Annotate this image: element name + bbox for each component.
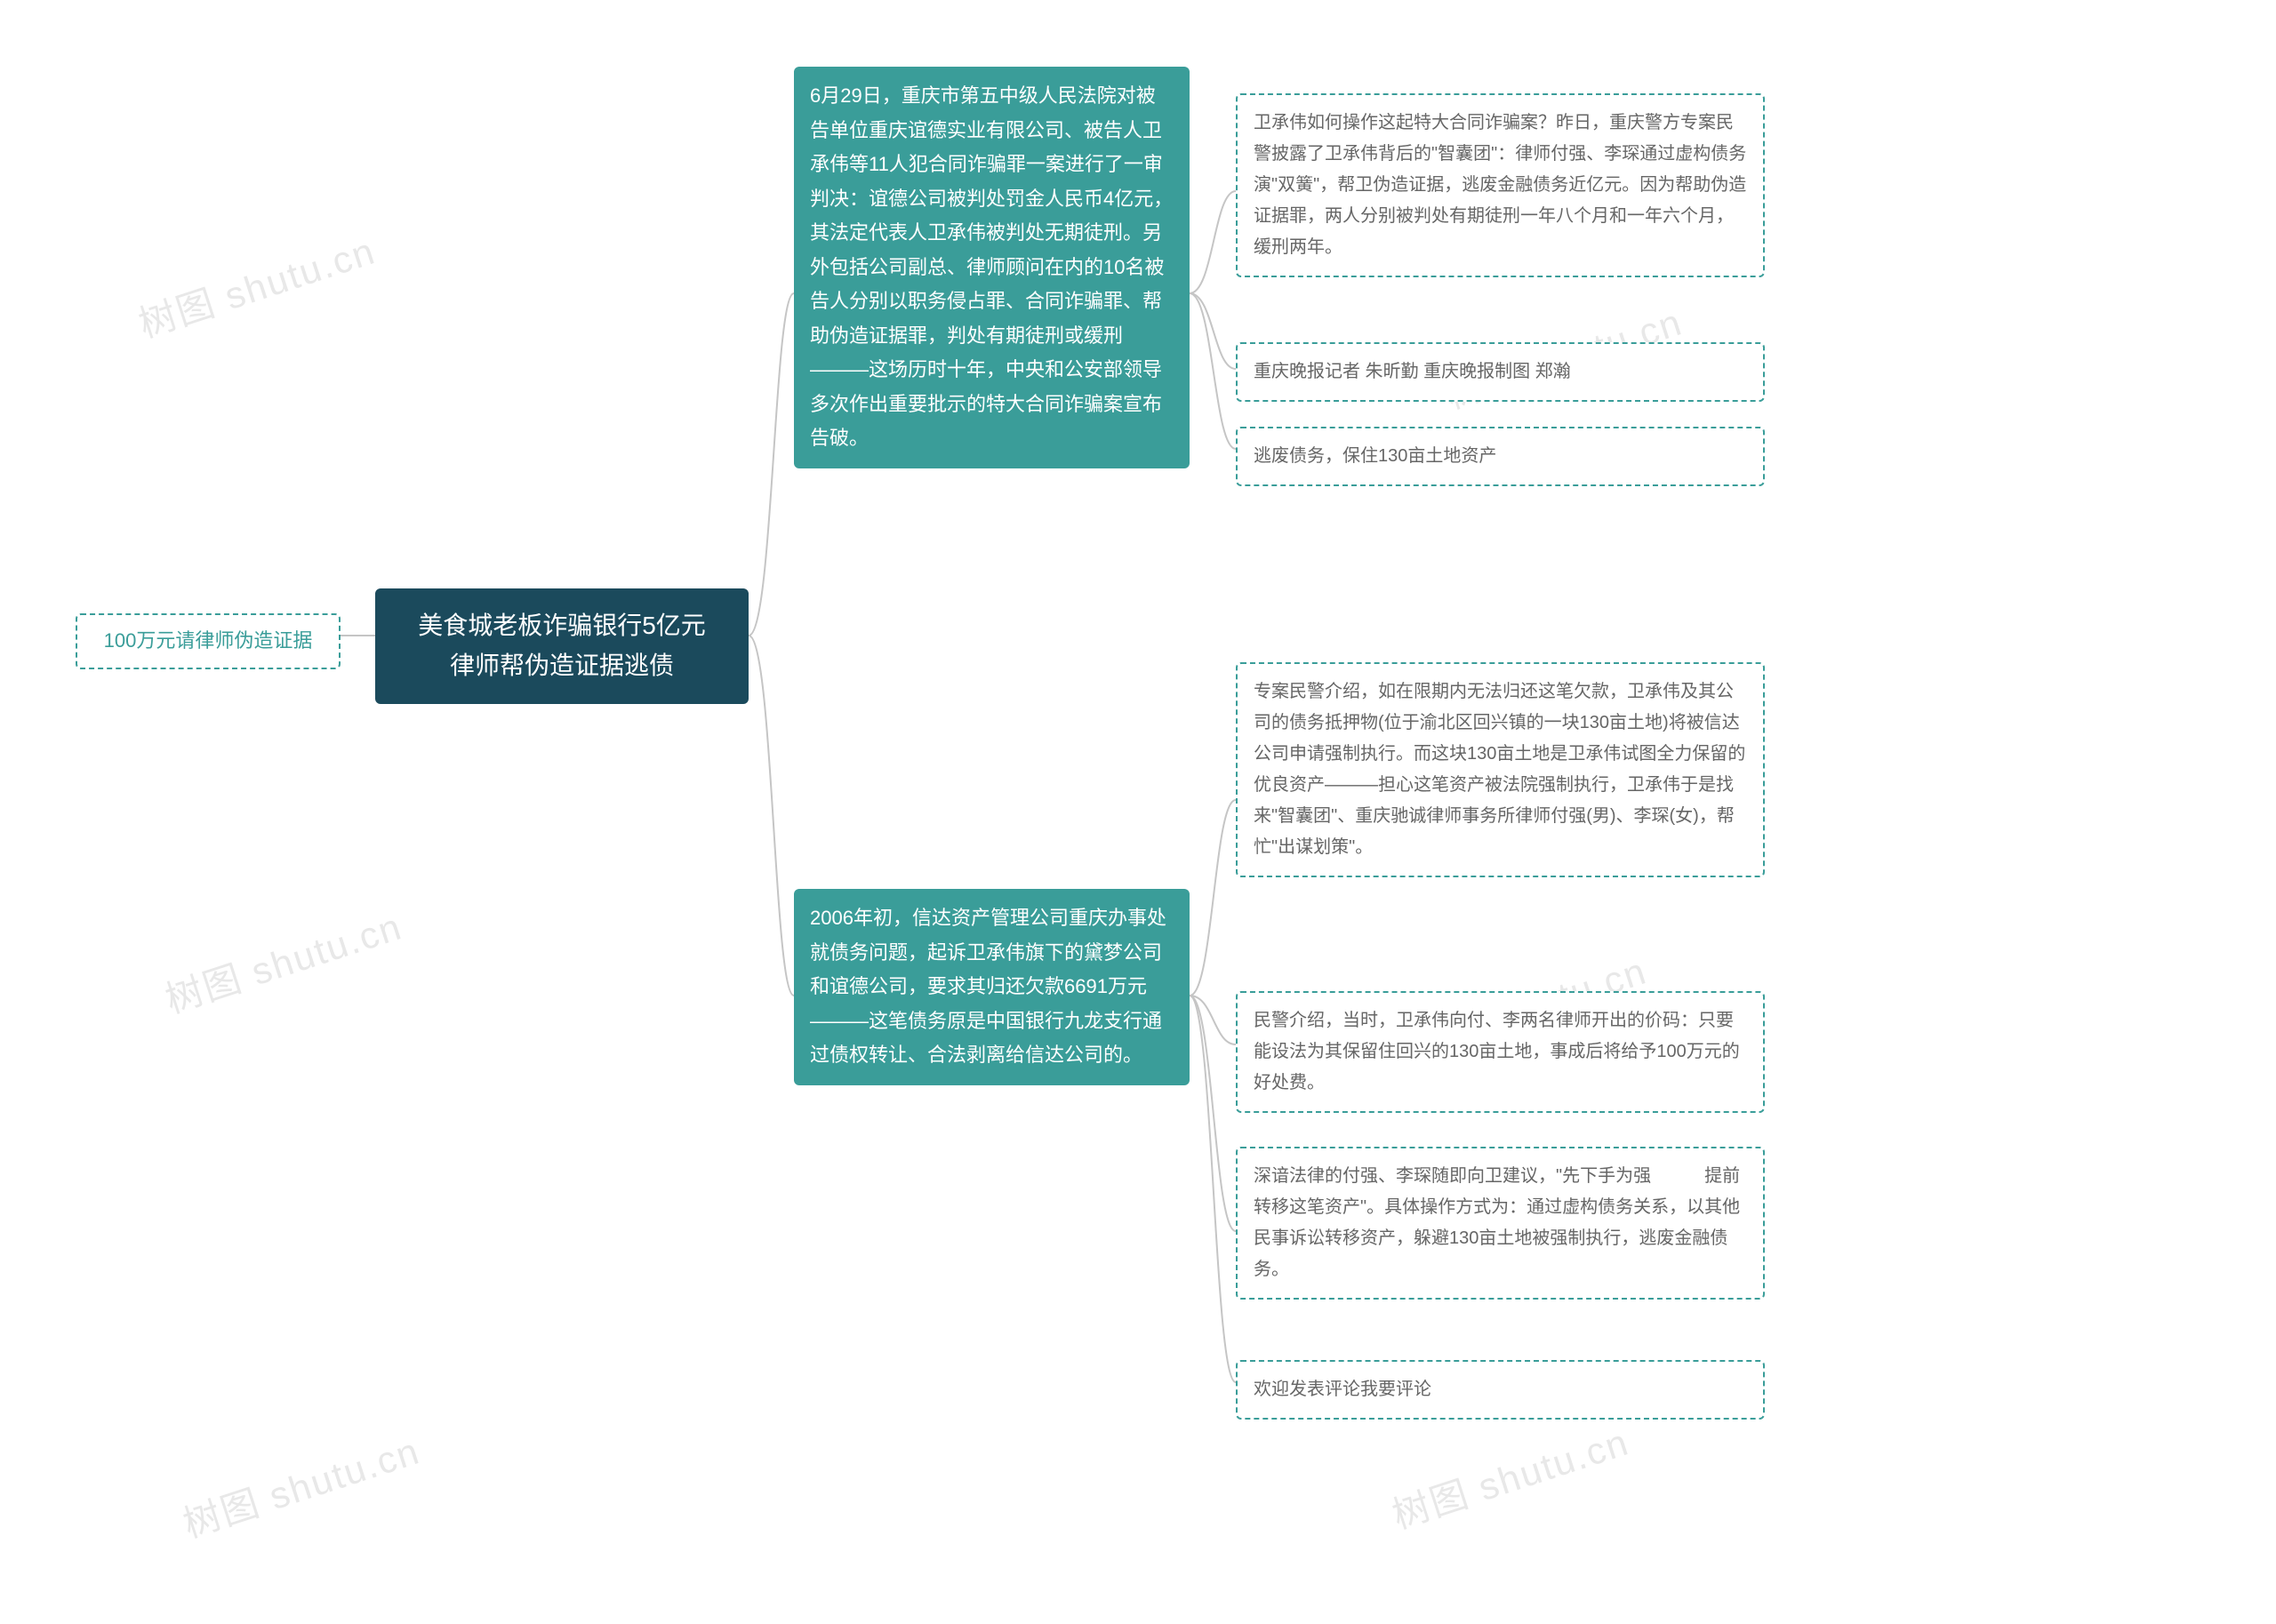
leaf-text: 逃废债务，保住130亩土地资产 xyxy=(1254,446,1496,466)
branch-2-leaf-1: 民警介绍，当时，卫承伟向付、李两名律师开出的价码：只要能设法为其保留住回兴的13… xyxy=(1236,991,1765,1113)
mindmap-root: 美食城老板诈骗银行5亿元律师帮伪造证据逃债 xyxy=(375,588,749,704)
branch-2-leaf-3: 欢迎发表评论我要评论 xyxy=(1236,1360,1765,1420)
branch-2-leaf-2: 深谙法律的付强、李琛随即向卫建议，"先下手为强 提前转移这笔资产"。具体操作方式… xyxy=(1236,1147,1765,1300)
leaf-text: 重庆晚报记者 朱昕勤 重庆晚报制图 郑瀚 xyxy=(1254,362,1571,381)
branch-1-text: 6月29日，重庆市第五中级人民法院对被告单位重庆谊德实业有限公司、被告人卫承伟等… xyxy=(810,84,1173,449)
watermark: 树图 shutu.cn xyxy=(175,1421,426,1548)
leaf-text: 卫承伟如何操作这起特大合同诈骗案？昨日，重庆警方专案民警披露了卫承伟背后的"智囊… xyxy=(1254,113,1746,257)
branch-1-leaf-2: 逃废债务，保住130亩土地资产 xyxy=(1236,427,1765,486)
branch-1: 6月29日，重庆市第五中级人民法院对被告单位重庆谊德实业有限公司、被告人卫承伟等… xyxy=(794,67,1190,468)
watermark: 树图 shutu.cn xyxy=(1384,1412,1635,1540)
left-branch-node: 100万元请律师伪造证据 xyxy=(76,613,341,669)
branch-2-leaf-0: 专案民警介绍，如在限期内无法归还这笔欠款，卫承伟及其公司的债务抵押物(位于渝北区… xyxy=(1236,662,1765,877)
branch-1-leaf-1: 重庆晚报记者 朱昕勤 重庆晚报制图 郑瀚 xyxy=(1236,342,1765,402)
branch-2: 2006年初，信达资产管理公司重庆办事处就债务问题，起诉卫承伟旗下的黛梦公司和谊… xyxy=(794,889,1190,1085)
leaf-text: 欢迎发表评论我要评论 xyxy=(1254,1380,1431,1399)
left-branch-text: 100万元请律师伪造证据 xyxy=(104,629,313,652)
watermark: 树图 shutu.cn xyxy=(157,897,408,1024)
leaf-text: 深谙法律的付强、李琛随即向卫建议，"先下手为强 提前转移这笔资产"。具体操作方式… xyxy=(1254,1166,1740,1279)
leaf-text: 民警介绍，当时，卫承伟向付、李两名律师开出的价码：只要能设法为其保留住回兴的13… xyxy=(1254,1011,1740,1092)
branch-1-leaf-0: 卫承伟如何操作这起特大合同诈骗案？昨日，重庆警方专案民警披露了卫承伟背后的"智囊… xyxy=(1236,93,1765,277)
branch-2-text: 2006年初，信达资产管理公司重庆办事处就债务问题，起诉卫承伟旗下的黛梦公司和谊… xyxy=(810,907,1166,1066)
leaf-text: 专案民警介绍，如在限期内无法归还这笔欠款，卫承伟及其公司的债务抵押物(位于渝北区… xyxy=(1254,682,1745,857)
watermark: 树图 shutu.cn xyxy=(131,221,381,348)
root-text: 美食城老板诈骗银行5亿元律师帮伪造证据逃债 xyxy=(418,612,706,679)
